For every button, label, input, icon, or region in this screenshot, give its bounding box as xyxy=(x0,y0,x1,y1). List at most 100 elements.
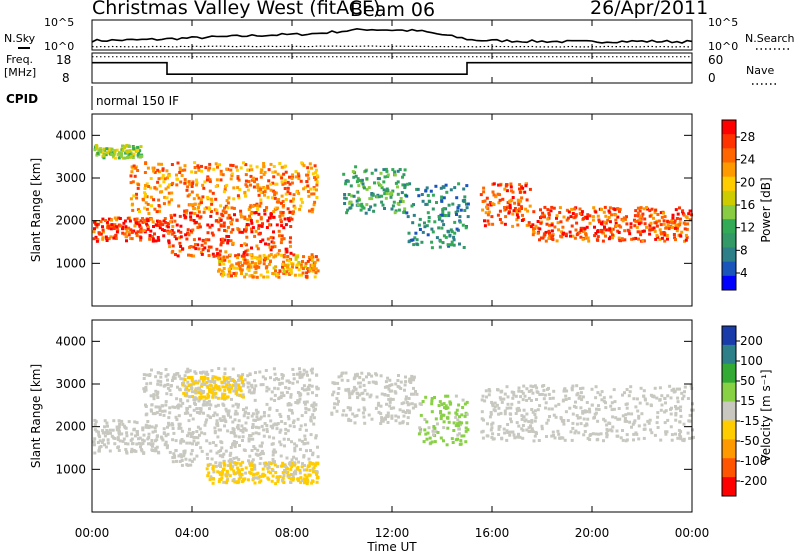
data-cell xyxy=(202,210,206,214)
data-cell xyxy=(234,273,238,277)
data-cell xyxy=(286,467,290,471)
data-cell xyxy=(461,199,465,203)
data-cell xyxy=(550,407,554,411)
data-cell xyxy=(533,434,537,438)
data-cell xyxy=(166,444,169,448)
data-cell xyxy=(309,187,313,191)
data-cell xyxy=(653,211,657,215)
data-cell xyxy=(464,429,468,433)
data-cell xyxy=(110,218,113,222)
data-cell xyxy=(145,222,149,226)
data-cell xyxy=(553,436,557,440)
data-cell xyxy=(552,389,556,393)
data-cell xyxy=(262,253,266,257)
data-cell xyxy=(208,225,212,229)
data-cell xyxy=(613,400,617,404)
data-cell xyxy=(293,273,297,277)
data-cell xyxy=(583,410,587,414)
data-cell xyxy=(217,367,221,370)
data-cell xyxy=(110,223,114,227)
data-cell xyxy=(136,230,140,234)
data-cell xyxy=(308,256,312,260)
data-cell xyxy=(552,206,556,210)
data-cell xyxy=(222,480,226,484)
data-cell xyxy=(446,426,450,430)
data-cell xyxy=(356,177,360,181)
data-cell xyxy=(228,464,232,467)
data-cell xyxy=(576,231,580,235)
data-cell xyxy=(562,398,566,402)
data-cell xyxy=(635,397,639,401)
data-cell xyxy=(194,170,198,174)
data-cell xyxy=(214,391,218,395)
data-cell xyxy=(122,221,126,225)
data-cell xyxy=(180,463,184,467)
data-cell xyxy=(294,255,298,259)
data-cell xyxy=(396,385,400,388)
data-cell xyxy=(306,269,310,273)
data-cell xyxy=(308,258,312,261)
data-cell xyxy=(195,430,199,433)
data-cell xyxy=(136,186,140,190)
data-cell xyxy=(247,260,251,264)
data-cell xyxy=(188,375,192,379)
data-cell xyxy=(385,192,389,195)
data-cell xyxy=(186,463,190,467)
data-cell xyxy=(602,210,606,214)
data-cell xyxy=(189,218,193,222)
nsky-series-line xyxy=(91,27,693,44)
data-cell xyxy=(517,203,521,207)
data-cell xyxy=(237,427,241,431)
cpid-panel: CPID normal 150 IF xyxy=(6,86,179,110)
data-cell xyxy=(637,416,641,420)
data-cell xyxy=(284,192,288,196)
data-cell xyxy=(365,187,369,191)
data-cell xyxy=(459,439,463,443)
data-cell xyxy=(214,404,218,408)
data-cell xyxy=(195,410,199,414)
data-cell xyxy=(337,399,340,403)
data-cell xyxy=(249,462,253,466)
data-cell xyxy=(130,237,134,241)
data-cell xyxy=(237,468,241,472)
data-cell xyxy=(150,439,154,442)
data-cell xyxy=(174,253,177,256)
data-cell xyxy=(487,393,491,397)
data-cell xyxy=(271,245,274,249)
data-cell xyxy=(672,390,676,394)
data-cell xyxy=(448,400,452,404)
data-cell xyxy=(174,439,178,443)
data-cell xyxy=(595,407,598,411)
data-cell xyxy=(272,448,276,452)
data-cell xyxy=(248,373,252,376)
data-cell xyxy=(161,228,164,232)
data-cell xyxy=(158,184,162,188)
data-cell xyxy=(115,230,119,234)
data-cell xyxy=(299,263,303,267)
data-cell xyxy=(174,449,178,453)
data-cell xyxy=(425,420,429,424)
data-cell xyxy=(298,471,302,475)
data-cell xyxy=(215,247,219,251)
data-cell xyxy=(349,184,353,188)
data-cell xyxy=(282,474,286,477)
data-cell xyxy=(228,271,232,275)
data-cell xyxy=(197,166,201,170)
data-cell xyxy=(537,439,541,442)
data-cell xyxy=(670,219,674,223)
data-cell xyxy=(387,387,391,391)
data-cell xyxy=(162,384,166,388)
data-cell xyxy=(397,374,400,377)
data-cell xyxy=(285,456,289,460)
data-cell xyxy=(272,175,276,179)
data-cell xyxy=(232,456,236,460)
data-cell xyxy=(222,452,226,456)
data-cell xyxy=(223,424,226,428)
data-cell xyxy=(532,210,536,214)
data-cell xyxy=(447,411,451,415)
data-cell xyxy=(219,169,223,173)
data-cell xyxy=(288,216,292,220)
data-cell xyxy=(315,196,319,199)
data-cell xyxy=(217,480,221,483)
data-cell xyxy=(284,223,288,227)
